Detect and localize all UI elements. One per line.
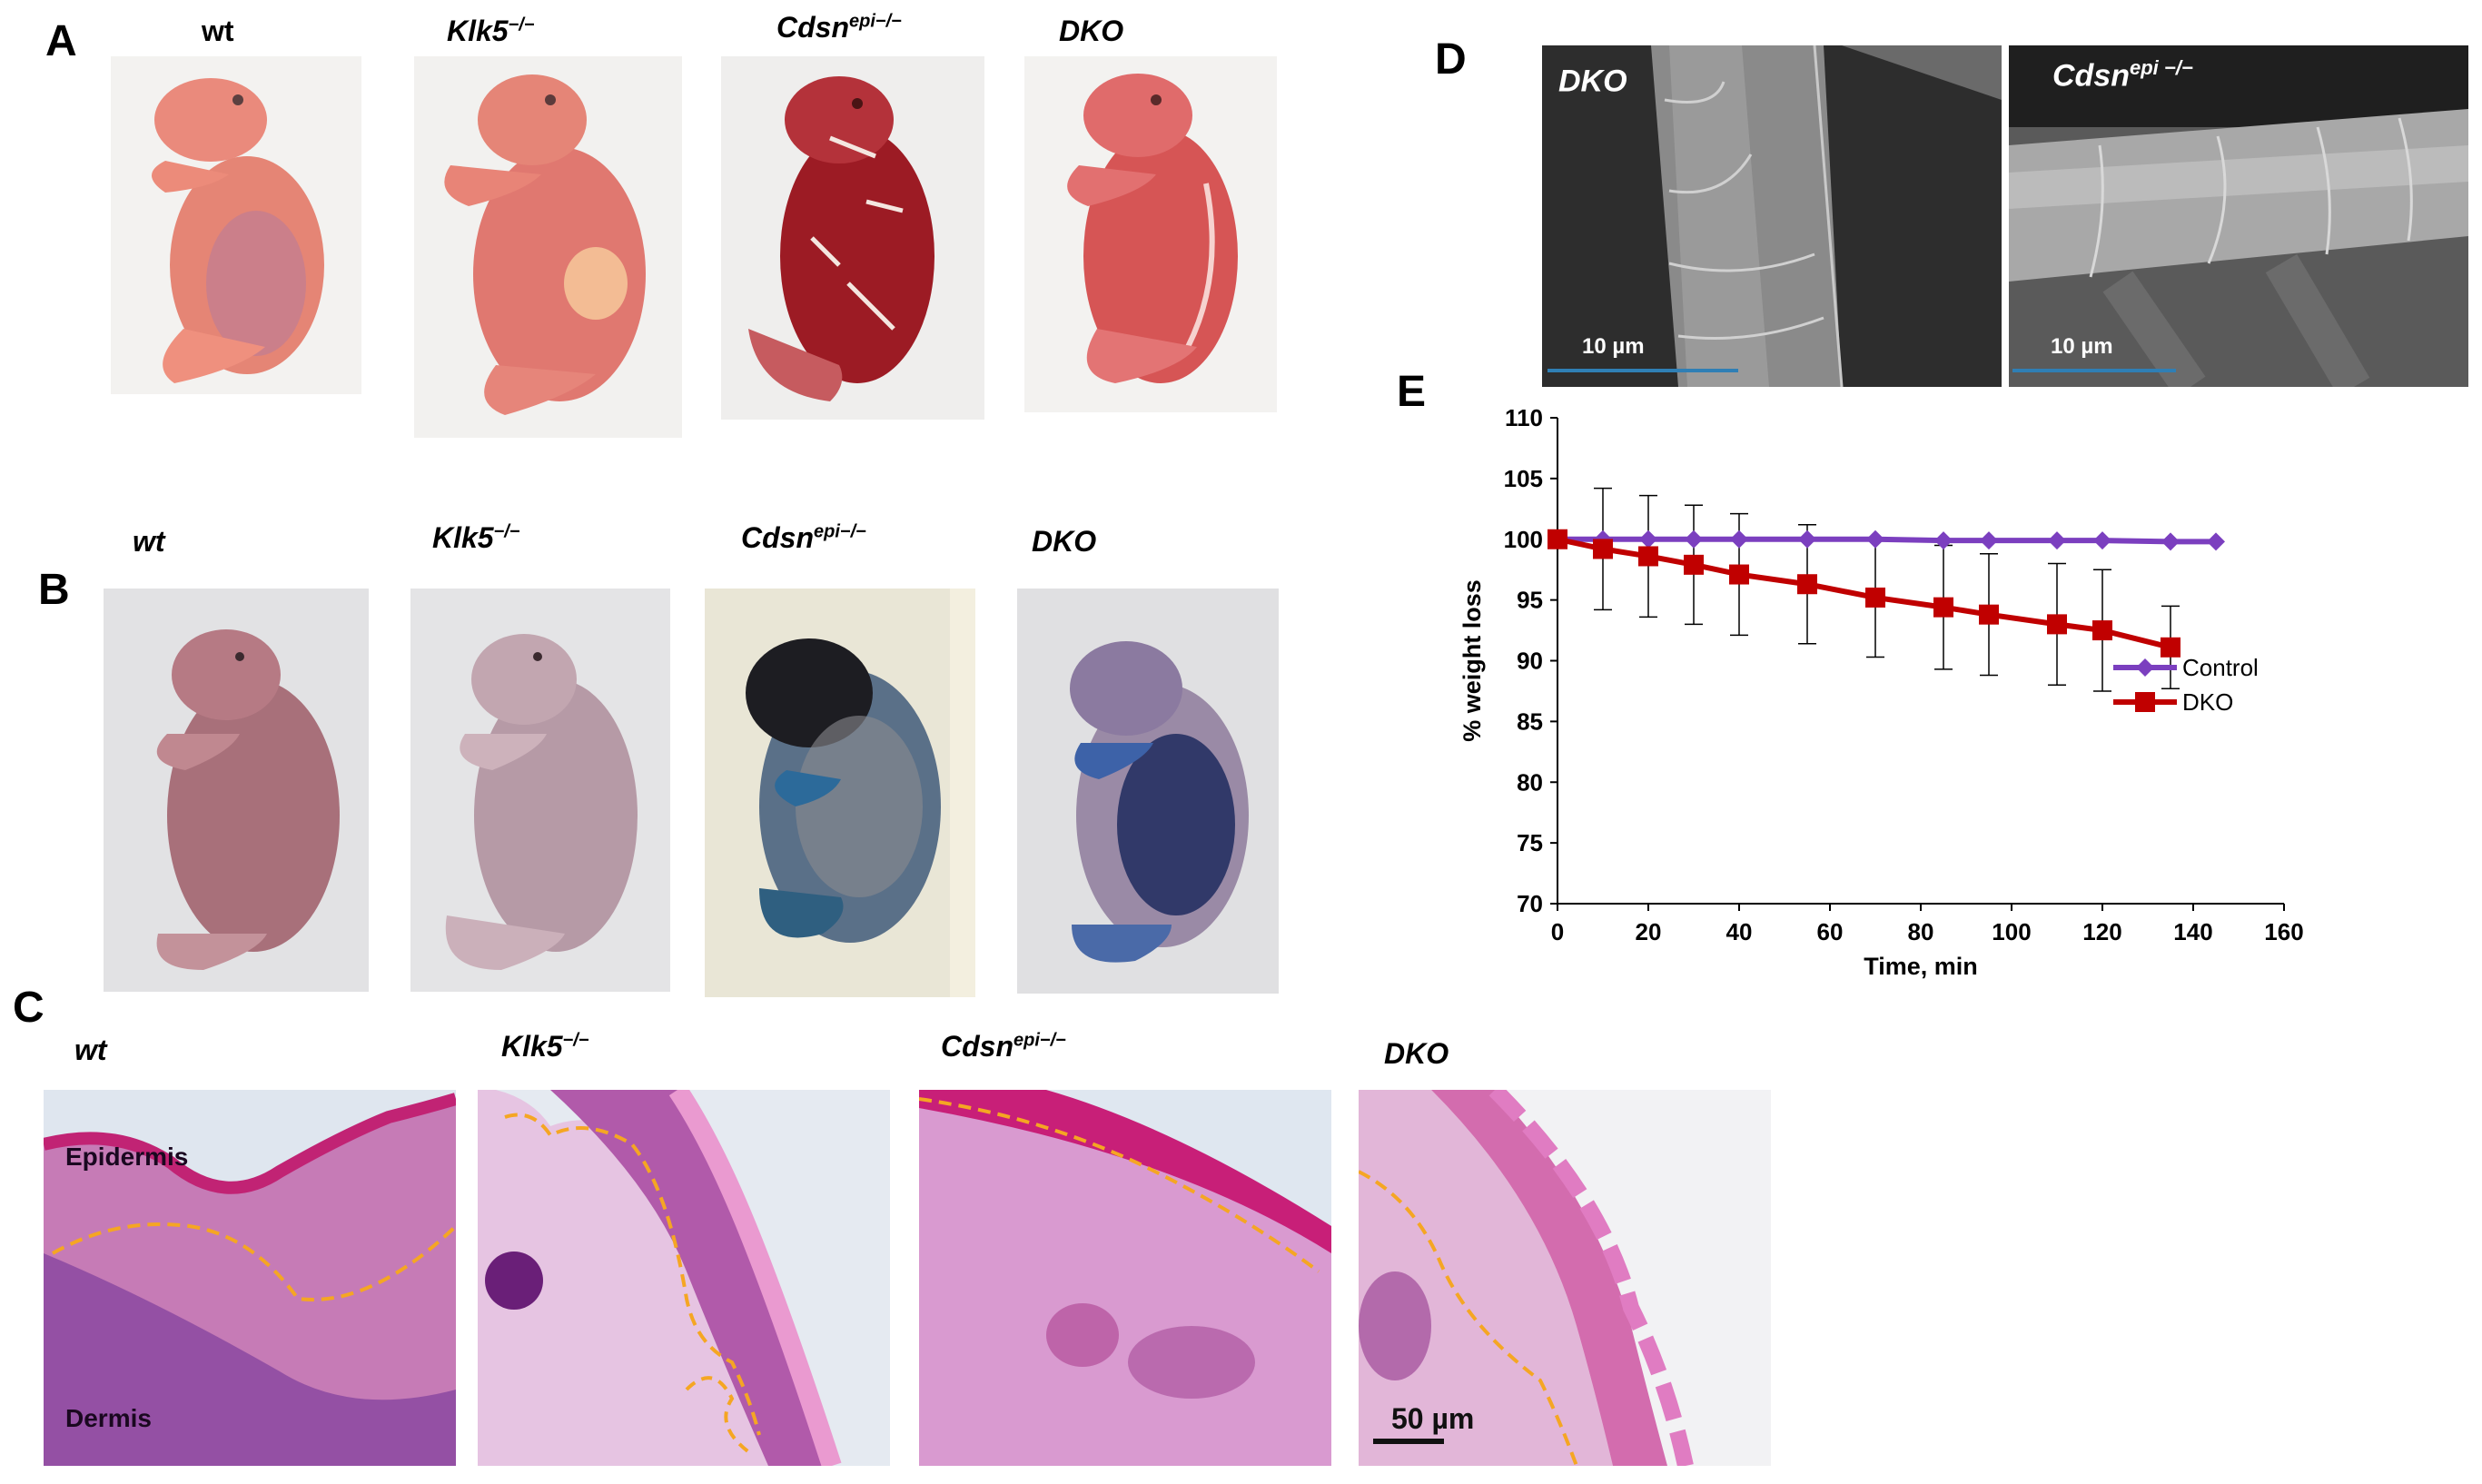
y-tick-label: 100	[1504, 526, 1543, 553]
data-point-control	[2093, 531, 2111, 550]
data-point-dko	[1865, 587, 1885, 608]
legend-label-dko: DKO	[2182, 688, 2233, 716]
x-tick-label: 160	[2264, 918, 2303, 945]
y-tick-label: 70	[1517, 890, 1543, 917]
y-tick-label: 75	[1517, 829, 1543, 856]
panel-d-label-dko: DKO	[1558, 64, 1627, 99]
panel-a-photo-cdsn	[721, 56, 984, 420]
panel-d-scale-label-right: 10 µm	[2051, 334, 2113, 359]
x-tick-label: 20	[1636, 918, 1662, 945]
legend-marker-control	[2136, 658, 2154, 677]
panel-a-label-dko: DKO	[1059, 15, 1124, 47]
panel-c-scale-label: 50 µm	[1391, 1402, 1475, 1435]
data-point-dko	[1684, 554, 1704, 575]
data-point-control	[1639, 529, 1657, 549]
data-point-dko	[1638, 546, 1658, 567]
x-tick-label: 40	[1726, 918, 1753, 945]
data-point-control	[1866, 529, 1884, 549]
panel-label-a: A	[45, 17, 77, 65]
panel-b-label-cdsn: Cdsnepi−/−	[741, 521, 866, 554]
panel-c-histology-klk5	[478, 1090, 890, 1466]
panel-d-scale-bar-left	[1548, 369, 1738, 372]
panel-b-label-klk5: Klk5−/−	[432, 521, 520, 554]
panel-b-photo-wt	[104, 589, 369, 992]
dermis-label: Dermis	[65, 1404, 152, 1432]
y-axis-title: % weight loss	[1459, 579, 1486, 742]
legend-marker-dko	[2135, 692, 2155, 712]
data-point-dko	[1933, 597, 1953, 618]
panel-d-label-cdsn: Cdsnepi −/−	[2052, 56, 2193, 94]
legend-label-control: Control	[2182, 654, 2259, 681]
panel-c-label-cdsn: Cdsnepi−/−	[941, 1030, 1066, 1063]
y-tick-label: 85	[1517, 707, 1543, 735]
panel-a-label-cdsn: Cdsnepi−/−	[776, 11, 902, 44]
weight-loss-chart: 70 75 80 85 90 95 100 105 110 0 20 40 60 80 100 120 140 1…	[1459, 404, 2304, 980]
panel-c-scale-bar	[1373, 1439, 1444, 1444]
data-point-dko	[1729, 564, 1749, 585]
y-tick-label: 90	[1517, 648, 1543, 675]
panel-label-d: D	[1435, 35, 1467, 84]
x-tick-label: 120	[2082, 918, 2121, 945]
data-point-control	[2048, 531, 2066, 550]
panel-label-c: C	[13, 984, 44, 1032]
x-tick-label: 60	[1817, 918, 1844, 945]
data-point-dko	[1548, 529, 1567, 549]
panel-b-label-dko: DKO	[1032, 525, 1097, 558]
data-point-control	[1685, 529, 1703, 549]
panel-c-label-dko: DKO	[1384, 1037, 1449, 1070]
y-tick-label: 105	[1504, 465, 1543, 492]
panel-d-sem-cdsn: Cdsnepi −/− 10 µm	[2009, 45, 2468, 387]
data-point-control	[1980, 531, 1998, 550]
panel-d-sem-dko: DKO 10 µm	[1542, 45, 2002, 387]
data-point-dko	[2161, 637, 2180, 658]
panel-a-photo-dko	[1024, 56, 1277, 412]
panel-label-b: B	[38, 566, 70, 614]
panel-label-e: E	[1397, 368, 1427, 416]
y-tick-label: 110	[1505, 404, 1543, 431]
panel-c-label-wt: wt	[74, 1034, 107, 1066]
data-point-dko	[1797, 574, 1817, 595]
x-tick-label: 100	[1992, 918, 2031, 945]
data-point-control	[2161, 532, 2180, 551]
panel-b-label-wt: wt	[133, 525, 165, 558]
data-point-control	[2207, 532, 2225, 551]
y-tick-label: 80	[1517, 768, 1543, 796]
panel-c-histology-dko: 50 µm	[1359, 1090, 1771, 1466]
data-point-control	[1934, 531, 1953, 550]
panel-d-scale-label-left: 10 µm	[1582, 334, 1645, 359]
panel-d-scale-bar-right	[2012, 369, 2176, 372]
panel-a-photo-klk5	[414, 56, 682, 438]
panel-c-histology-wt: Epidermis Dermis	[44, 1090, 456, 1466]
panel-b-photo-cdsn	[705, 589, 975, 997]
panel-b-photo-klk5	[410, 589, 670, 992]
data-point-dko	[1979, 604, 1999, 625]
y-tick-label: 95	[1517, 587, 1543, 614]
panel-c-label-klk5: Klk5−/−	[501, 1030, 589, 1063]
panel-a-photo-wt	[111, 56, 361, 394]
data-point-dko	[1593, 539, 1613, 559]
x-tick-label: 140	[2173, 918, 2212, 945]
panel-c-histology-cdsn	[919, 1090, 1331, 1466]
x-axis-title: Time, min	[1864, 953, 1978, 980]
data-point-control	[1730, 529, 1748, 549]
data-point-control	[1798, 529, 1816, 549]
epidermis-label: Epidermis	[65, 1143, 189, 1171]
data-point-dko	[2092, 620, 2112, 641]
data-point-dko	[2047, 614, 2067, 635]
panel-a-label-wt: wt	[202, 15, 234, 47]
panel-a-label-klk5: Klk5−/−	[447, 15, 535, 47]
x-tick-label: 0	[1551, 918, 1564, 945]
x-tick-label: 80	[1908, 918, 1934, 945]
panel-b-photo-dko	[1017, 589, 1279, 994]
